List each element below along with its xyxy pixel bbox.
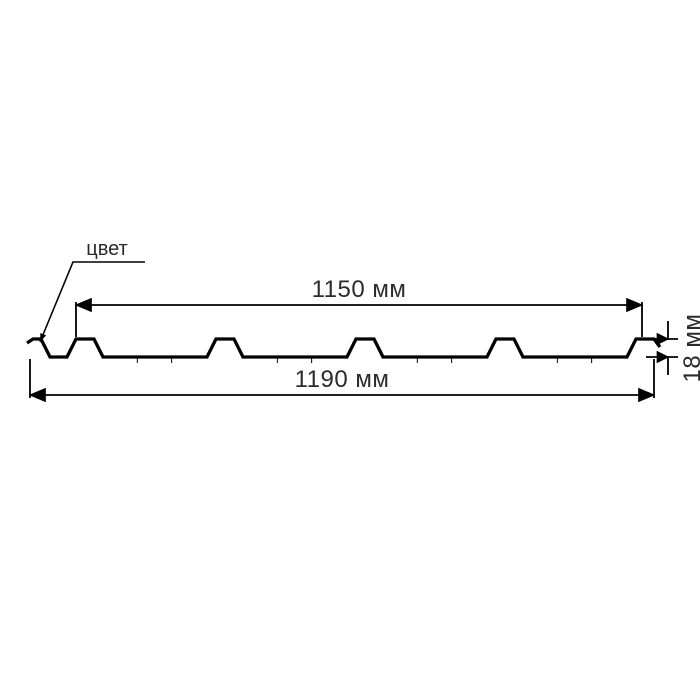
dimension-height-text: 18 мм	[679, 314, 700, 383]
dimension-bottom: 1190 мм	[30, 359, 654, 398]
sheet-profile	[27, 339, 660, 357]
color-label: цвет	[86, 238, 127, 260]
dimension-top: 1150 мм	[76, 276, 642, 337]
dimension-top-text: 1150 мм	[312, 276, 407, 303]
dimension-bottom-text: 1190 мм	[295, 366, 390, 393]
color-leader: цвет	[40, 238, 145, 342]
